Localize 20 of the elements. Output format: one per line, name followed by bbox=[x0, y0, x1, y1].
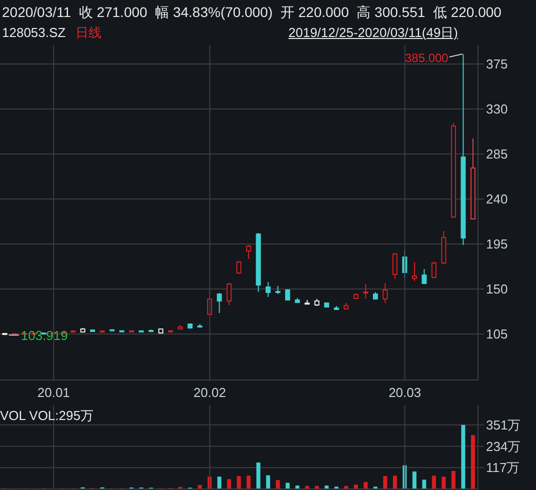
chart-title: VOL VOL:295万 bbox=[0, 407, 94, 425]
y-tick-label: 240 bbox=[486, 192, 508, 207]
x-tick-label: 20.01 bbox=[37, 385, 70, 400]
text: 128053.SZ bbox=[2, 25, 66, 40]
annotation: 103.919 bbox=[20, 328, 68, 344]
y-tick-label: 330 bbox=[486, 102, 508, 117]
y-tick-label: 117万 bbox=[486, 460, 520, 476]
y-tick-label: 195 bbox=[486, 236, 508, 252]
y-tick-label: 351万 bbox=[486, 418, 521, 433]
chart-title: 2020/03/11 收 271.000 幅 34.83%(70.000) 开 220.000 高 300.551 低 220.000 bbox=[2, 4, 502, 22]
y-tick-label: 105 bbox=[486, 326, 508, 342]
annotation: 385.000 bbox=[404, 51, 449, 65]
y-tick-label: 150 bbox=[486, 282, 508, 297]
text: 2019/12/25-2020/03/11(49日) bbox=[288, 24, 458, 42]
text: 日线 bbox=[76, 25, 102, 40]
x-tick-label: 20.03 bbox=[388, 385, 422, 400]
y-tick-label: 285 bbox=[486, 146, 508, 162]
x-tick-label: 20.02 bbox=[193, 385, 226, 400]
y-tick-label: 375 bbox=[486, 56, 508, 72]
y-tick-label: 234万 bbox=[486, 438, 521, 454]
